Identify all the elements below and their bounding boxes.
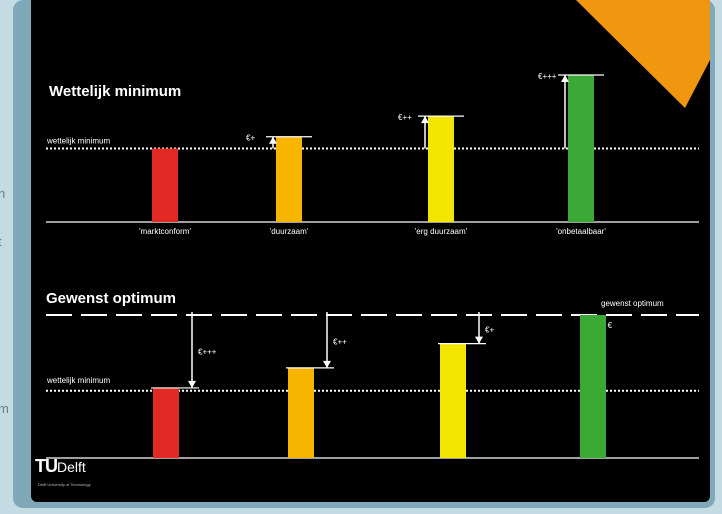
top-bar-green: [568, 75, 594, 222]
top-category-label: 'duurzaam': [270, 227, 309, 236]
bottom-gap-arrow-head: [188, 380, 196, 388]
slide: Wettelijk minimum wettelijk minimum 'markt…: [31, 0, 710, 502]
top-bar-red: [152, 148, 178, 222]
bottom-gap-label: €+: [485, 325, 494, 334]
top-bar-orange: [276, 136, 302, 222]
bottom-bar-yellow: [440, 343, 466, 458]
top-category-label: 'onbetaalbaar': [556, 227, 606, 236]
top-minimum-label: wettelijk minimum: [46, 137, 110, 146]
logo-mark: TU: [35, 456, 58, 476]
bottom-minimum-label: wettelijk minimum: [46, 376, 110, 385]
optimum-value: 0 €: [601, 321, 613, 330]
bottom-gap-arrow-head: [475, 336, 483, 344]
bottom-title: Gewenst optimum: [46, 290, 176, 307]
bottom-gap-arrow-head: [323, 360, 331, 368]
bottom-gap-label: €+++: [198, 347, 217, 356]
top-gap-arrow-head: [561, 75, 569, 82]
tudelft-logo: TUDelft Delft University of Technology: [35, 456, 91, 487]
corner-accent: [576, 0, 710, 108]
top-gap-arrow-head: [421, 116, 429, 124]
diagram: Wettelijk minimum wettelijk minimum 'markt…: [46, 0, 710, 459]
top-gap-arrow-head: [269, 136, 277, 144]
top-title: Wettelijk minimum: [49, 83, 181, 100]
optimum-label: gewenst optimum: [601, 299, 664, 308]
edge-text: n: [0, 186, 6, 201]
top-gap-label: €+++: [538, 72, 557, 81]
edge-text: m: [0, 401, 9, 416]
top-category-label: 'marktconform': [139, 227, 191, 236]
bottom-bar-orange: [288, 367, 314, 458]
bottom-gap-label: €++: [333, 337, 347, 346]
top-category-label: 'erg duurzaam': [415, 227, 468, 236]
top-gap-label: €++: [398, 113, 412, 122]
edge-text: t: [0, 235, 10, 248]
bottom-bar-green: [580, 315, 606, 458]
bottom-bar-red: [153, 387, 179, 458]
top-gap-label: €+: [246, 134, 255, 143]
top-bar-yellow: [428, 116, 454, 222]
logo-tagline: Delft University of Technology: [38, 482, 91, 487]
logo-word: Delft: [57, 459, 86, 475]
